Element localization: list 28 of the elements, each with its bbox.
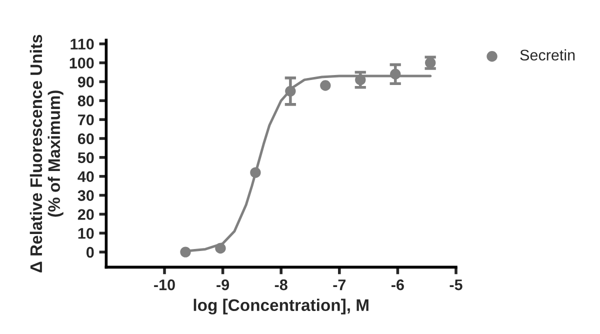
x-tick-label: -7 xyxy=(333,280,346,290)
y-axis-title: Δ Relative Fluorescence Units (% of Maximum) xyxy=(30,34,64,272)
x-tick-label: -8 xyxy=(274,279,288,290)
x-tick-label: -10 xyxy=(154,279,175,290)
point xyxy=(180,246,191,258)
point xyxy=(390,68,401,80)
y-tick-label: 90 xyxy=(78,76,94,88)
y-tick-label: 100 xyxy=(70,58,94,68)
y-tick-label: 50 xyxy=(78,152,94,164)
point xyxy=(355,74,366,86)
point xyxy=(215,242,226,254)
y-tick-label: 10 xyxy=(78,228,94,239)
y-tick-label: 30 xyxy=(78,190,94,201)
y-tick-label: 60 xyxy=(78,133,94,144)
legend-label: Secretin xyxy=(520,49,575,61)
x-tick-label: -6 xyxy=(392,279,404,290)
point xyxy=(250,167,261,178)
point xyxy=(285,86,296,97)
y-tick-label: 0 xyxy=(86,246,94,258)
y-tick-label: 40 xyxy=(78,171,94,182)
x-tick-label: -9 xyxy=(216,279,230,290)
point xyxy=(320,80,331,91)
y-tick-label: 80 xyxy=(78,96,94,106)
x-tick-label: -5 xyxy=(450,280,462,290)
y-tick-label: 20 xyxy=(78,209,94,220)
y-tick-label: 110 xyxy=(70,38,94,50)
y-tick-label: 70 xyxy=(78,114,94,126)
x-axis-title: log [Concentration], M xyxy=(194,298,368,314)
